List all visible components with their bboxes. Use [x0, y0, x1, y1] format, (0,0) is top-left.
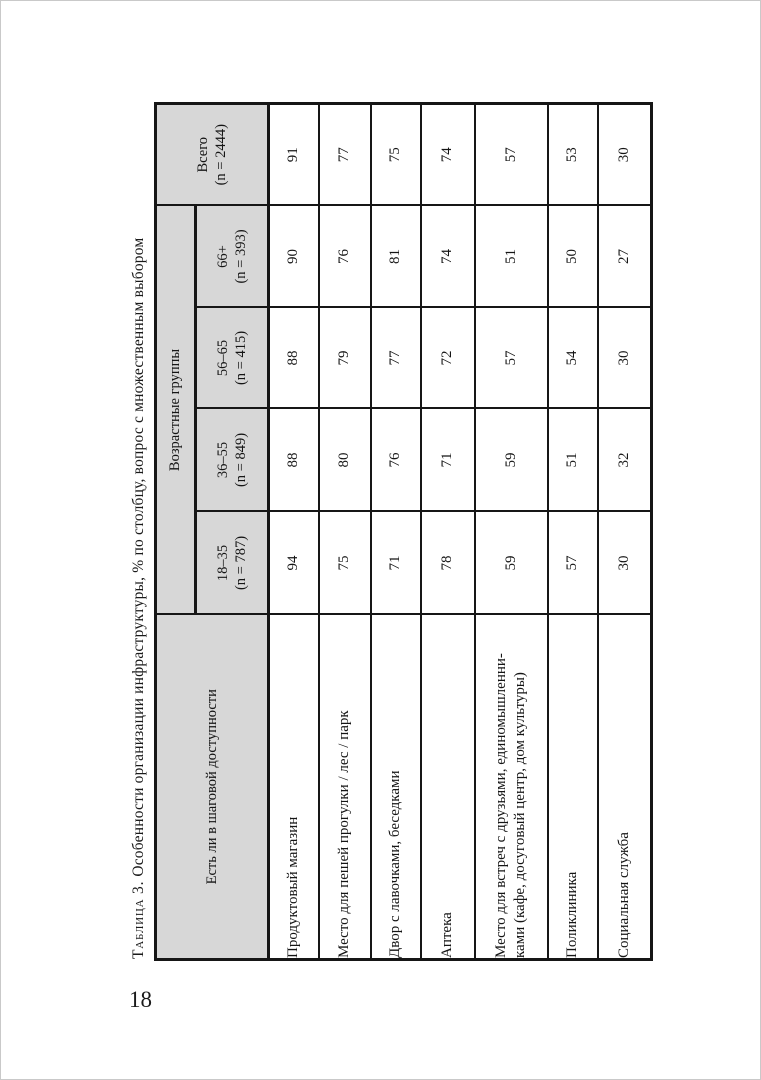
row-label: Место для пешей прогулки / лес / парк: [318, 614, 371, 960]
value-cell: 77: [370, 307, 421, 409]
value-cell: 81: [370, 205, 421, 308]
rotated-table-container: Есть ли в шаговой доступности Возрастные…: [154, 101, 653, 961]
table-caption: Таблица 3. Особенности организации инфра…: [130, 87, 154, 959]
table-row: Аптека 78 71 72 74 74: [420, 103, 475, 960]
age-header-n: (n = 415): [233, 330, 249, 386]
total-header-range: Всего: [194, 136, 211, 173]
age-header-range: 66+: [214, 245, 231, 268]
table-row: Место для встреч с друзьями, единомышлен…: [474, 103, 548, 960]
age-column-header: 18–35 (n = 787): [195, 511, 269, 615]
value-cell: 57: [474, 307, 548, 409]
value-cell: 75: [318, 511, 371, 615]
value-cell: 77: [318, 103, 371, 206]
value-cell: 54: [547, 307, 598, 409]
table-row: Продуктовый магазин 94 88 88 90 91: [268, 103, 319, 960]
corner-header-cell: Есть ли в шаговой доступности: [155, 614, 269, 960]
page-number: 18: [129, 987, 152, 1012]
value-cell: 79: [318, 307, 371, 409]
value-cell: 71: [420, 408, 475, 512]
total-header-n: (n = 2444): [213, 124, 229, 186]
table-row: Поликлиника 57 51 54 50 53: [547, 103, 598, 960]
row-label: Аптека: [420, 614, 475, 960]
row-label: Продуктовый магазин: [268, 614, 319, 960]
age-column-header: 66+ (n = 393): [195, 205, 269, 308]
value-cell: 88: [268, 307, 319, 409]
value-cell: 88: [268, 408, 319, 512]
value-cell: 75: [370, 103, 421, 206]
age-header-range: 18–35: [214, 544, 231, 582]
value-cell: 76: [318, 205, 371, 308]
value-cell: 51: [474, 205, 548, 308]
row-label: Социальная служба: [597, 614, 652, 960]
value-cell: 32: [597, 408, 652, 512]
row-label: Поликлиника: [547, 614, 598, 960]
group-header-cell: Возрастные группы: [155, 205, 196, 615]
value-cell: 74: [420, 103, 475, 206]
value-cell: 51: [547, 408, 598, 512]
value-cell: 76: [370, 408, 421, 512]
value-cell: 57: [474, 103, 548, 206]
age-header-range: 36–55: [214, 441, 231, 479]
age-header-n: (n = 849): [233, 432, 249, 488]
data-table: Есть ли в шаговой доступности Возрастные…: [154, 101, 653, 961]
age-column-header: 36–55 (n = 849): [195, 408, 269, 512]
value-cell: 94: [268, 511, 319, 615]
table-caption-number: Таблица 3.: [130, 880, 147, 959]
value-cell: 59: [474, 408, 548, 512]
value-cell: 72: [420, 307, 475, 409]
age-header-n: (n = 393): [233, 229, 249, 284]
table-row: Двор с лавочками, беседками 71 76 77 81 …: [370, 103, 421, 960]
row-label: Двор с лавочками, беседками: [370, 614, 421, 960]
row-label: Место для встреч с друзьями, единомышлен…: [474, 614, 548, 960]
value-cell: 53: [547, 103, 598, 206]
value-cell: 30: [597, 103, 652, 206]
value-cell: 90: [268, 205, 319, 308]
value-cell: 27: [597, 205, 652, 308]
value-cell: 30: [597, 511, 652, 615]
value-cell: 74: [420, 205, 475, 308]
age-header-range: 56–65: [214, 339, 231, 377]
value-cell: 50: [547, 205, 598, 308]
value-cell: 71: [370, 511, 421, 615]
value-cell: 91: [268, 103, 319, 206]
age-column-header: 56–65 (n = 415): [195, 307, 269, 409]
value-cell: 80: [318, 408, 371, 512]
table-caption-text: Особенности организации инфраструктуры, …: [130, 237, 147, 881]
value-cell: 59: [474, 511, 548, 615]
value-cell: 78: [420, 511, 475, 615]
table-row: Социальная служба 30 32 30 27 30: [597, 103, 652, 960]
value-cell: 30: [597, 307, 652, 409]
table-row: Место для пешей прогулки / лес / парк 75…: [318, 103, 371, 960]
total-column-header: Всего (n = 2444): [155, 103, 269, 206]
header-row-group: Есть ли в шаговой доступности Возрастные…: [155, 103, 269, 960]
age-header-n: (n = 787): [233, 535, 249, 591]
value-cell: 57: [547, 511, 598, 615]
